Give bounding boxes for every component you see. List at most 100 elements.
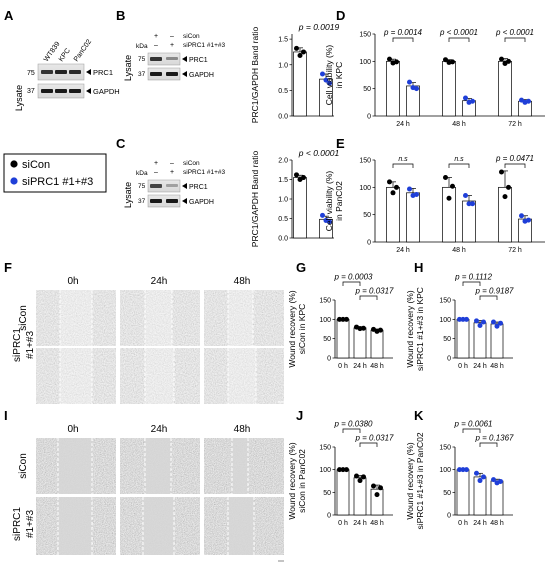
chart-E-data-point xyxy=(499,169,504,175)
chart-K-xtick-label: 0 h xyxy=(458,520,468,527)
panel-letter-k: K xyxy=(414,408,424,423)
chart-D-ytick-label: 150 xyxy=(359,32,371,39)
chart-J-pvalue: p = 0.0380 xyxy=(333,420,373,429)
blot-c-gapdh-band-1 xyxy=(150,199,162,203)
blot-c-plus-2: + xyxy=(170,169,174,176)
chart-J-data-point xyxy=(357,478,363,484)
blot-b-arrow-gapdh xyxy=(182,71,187,77)
chart-C-ytick-label: 1.0 xyxy=(278,197,288,204)
chart-J-ylabel: siCon in PanC02 xyxy=(297,449,307,513)
chart-D-ytick-label: 0 xyxy=(367,114,371,121)
blot-a-prc1-band-1 xyxy=(41,70,53,74)
chart-H-bar xyxy=(490,323,504,359)
chart-E-ytick-label: 150 xyxy=(359,158,371,165)
chart-G-bracket xyxy=(342,281,361,286)
chart-G-ytick-label: 0 xyxy=(327,356,331,363)
chart-J-pvalue: p = 0.0317 xyxy=(354,434,394,443)
chart-J-data-point xyxy=(374,492,380,498)
legend-box xyxy=(3,153,107,193)
blot-b-kda-label: kDa xyxy=(136,43,148,50)
wound-i-time-24h: 24h xyxy=(151,424,168,435)
chart-C-ylabel: PRC1/GAPDH Band ratio xyxy=(250,151,260,248)
blot-a-band-gapdh: GAPDH xyxy=(93,87,120,96)
chart-D-ytick-label: 100 xyxy=(359,59,371,66)
chart-E-bar xyxy=(386,186,400,243)
blot-b-gapdh-band-2 xyxy=(166,72,178,76)
chart-E-bar xyxy=(442,186,456,243)
chart-J-xtick-label: 24 h xyxy=(353,520,367,527)
blot-a-gapdh-band-3 xyxy=(69,89,81,93)
chart-D-bar xyxy=(442,60,456,117)
chart-D-data-point xyxy=(450,59,455,65)
chart-k-wound-siprc1-panc02: 0 50 100 150 Wound recovery (%) siPRC1 #1+#3 … xyxy=(405,420,514,530)
chart-E-data-point xyxy=(450,183,455,189)
chart-E-data-point xyxy=(387,179,392,185)
chart-J-ytick-label: 100 xyxy=(319,467,331,474)
chart-H-data-point xyxy=(474,318,479,324)
wound-f-time-0h: 0h xyxy=(67,276,78,287)
chart-B-data-point xyxy=(297,53,303,59)
chart-D-data-point xyxy=(463,95,468,101)
wound-f-time-24h: 24h xyxy=(151,276,168,287)
chart-J-data-point xyxy=(354,473,359,479)
chart-K-xtick-label: 48 h xyxy=(490,520,504,527)
chart-B-ytick-label: 1.0 xyxy=(278,62,288,69)
panel-letter-a: A xyxy=(4,8,14,23)
chart-B-data-point xyxy=(320,71,325,77)
wound-i-time-48h: 48h xyxy=(234,424,251,435)
chart-J-xtick-label: 0 h xyxy=(338,520,348,527)
blot-a-kda-75: 75 xyxy=(27,70,35,77)
blot-b-minus-1: – xyxy=(170,33,174,40)
chart-C-data-point xyxy=(301,175,306,181)
chart-H-data-point xyxy=(494,323,500,329)
blot-b-side-label: Lysate xyxy=(123,55,133,81)
blot-b-kda-75: 75 xyxy=(138,56,146,63)
blot-c-minus-2: – xyxy=(154,169,158,176)
wound-i-row-sicon: siCon xyxy=(18,453,29,479)
chart-H-data-point xyxy=(457,316,462,322)
chart-E-ytick-label: 100 xyxy=(359,185,371,192)
blot-c: + – siCon – + siPRC1 #1+#3 kDa Lysate 75… xyxy=(123,160,225,208)
chart-H-bar xyxy=(456,318,470,359)
chart-G-bar xyxy=(353,327,367,359)
chart-E-ylabel: in PanC02 xyxy=(334,181,344,221)
chart-J-data-point xyxy=(344,467,349,473)
wound-f-gap-lines xyxy=(59,290,257,404)
chart-J-bracket xyxy=(359,442,378,447)
blot-b-prc1-band-2 xyxy=(166,57,178,60)
chart-J-bar xyxy=(353,477,367,516)
chart-e-viability-panc02: 0 50 100 150 Cell viability (%) in PanC02 24 h… xyxy=(324,154,545,254)
chart-J-data-point xyxy=(371,483,376,489)
panel-letter-j: J xyxy=(296,408,303,423)
chart-C-ytick-label: 0.5 xyxy=(278,216,288,223)
chart-K-xtick-label: 24 h xyxy=(473,520,487,527)
blot-a-arrow-prc1 xyxy=(86,69,91,75)
blot-b-arrow-prc1 xyxy=(182,56,187,62)
blot-a-gapdh-band-2 xyxy=(55,89,67,93)
chart-G-bar xyxy=(336,318,350,359)
wound-f-time-48h: 48h xyxy=(234,276,251,287)
chart-G-data-point xyxy=(340,316,346,322)
blot-a-side-label: Lysate xyxy=(14,85,24,111)
blot-a-lane-3: PanC02 xyxy=(73,38,93,63)
chart-E-data-point xyxy=(526,217,531,223)
chart-E-pvalue: p = 0.0471 xyxy=(495,154,534,163)
wound-f-image-sicon-48h xyxy=(204,290,284,346)
chart-E-ylabel: Cell viability (%) xyxy=(324,171,334,232)
chart-D-xtick-label: 24 h xyxy=(396,121,410,128)
chart-B-ytick-label: 0.0 xyxy=(278,114,288,121)
chart-H-ylabel: siPRC1 #1+#3 in KPC xyxy=(415,287,425,371)
chart-B-pvalue: p = 0.0019 xyxy=(298,22,340,32)
blot-c-plus-1: + xyxy=(154,160,158,167)
chart-E-pvalue: n.s xyxy=(454,156,464,163)
chart-E-data-point xyxy=(446,195,452,201)
chart-D-pvalue: p < 0.0001 xyxy=(439,28,478,37)
blot-c-arrow-prc1 xyxy=(182,183,187,189)
blot-c-lane-label-1: siCon xyxy=(183,160,200,167)
chart-D-bracket xyxy=(392,37,414,42)
chart-K-ytick-label: 150 xyxy=(439,445,451,452)
chart-E-data-point xyxy=(394,184,399,190)
chart-E-data-point xyxy=(463,193,468,199)
panel-letter-i: I xyxy=(4,408,8,423)
legend: siCon siPRC1 #1+#3 xyxy=(3,153,107,193)
